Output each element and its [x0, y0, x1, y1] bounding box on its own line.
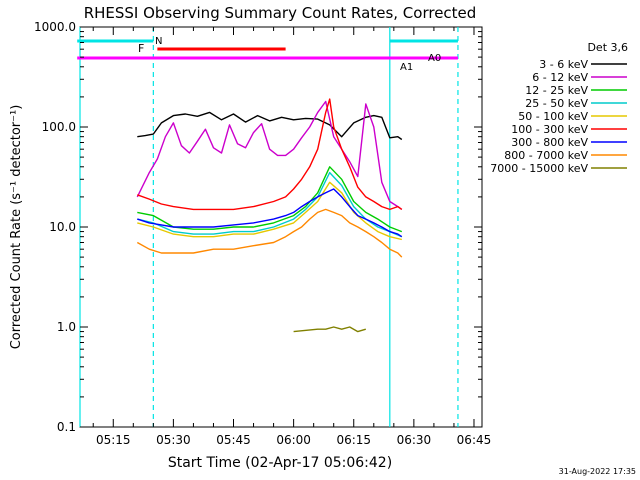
legend-label-3: 12 - 25 keV: [525, 84, 588, 97]
series-line-6: [137, 98, 403, 211]
y-tick-label: 0.1: [57, 420, 76, 434]
x-tick-label: 06:45: [457, 433, 492, 447]
legend-label-2: 6 - 12 keV: [532, 71, 588, 84]
y-axis-label: Corrected Count Rate (s⁻¹ detector⁻¹): [9, 105, 24, 350]
y-tick-label: 10.0: [49, 220, 76, 234]
series-line-8: [136, 208, 403, 258]
flare-flag-label: F: [138, 42, 144, 55]
x-tick-label: 06:30: [397, 433, 432, 447]
x-axis: 05:15 05:30 05:45 06:00 06:15 06:30 06:45: [92, 27, 492, 447]
timestamp: 31-Aug-2022 17:35: [559, 467, 636, 476]
series-line-9: [293, 326, 367, 333]
legend-label-1: 3 - 6 keV: [539, 58, 588, 71]
y-axis: 1000.0 100.0 10.0 1.0 0.1: [34, 20, 482, 434]
attenuator-a1-label: A1: [400, 62, 413, 73]
attenuator-a0-label: A0: [428, 53, 441, 64]
x-tick-label: 05:30: [156, 433, 191, 447]
legend-label-6: 100 - 300 keV: [511, 123, 588, 136]
legend-label-8: 800 - 7000 keV: [504, 149, 588, 162]
x-axis-label: Start Time (02-Apr-17 05:06:42): [168, 455, 392, 471]
night-flag-label: N: [155, 36, 162, 47]
x-tick-label: 06:15: [336, 433, 371, 447]
series-line-1: [137, 111, 403, 141]
x-tick-label: 05:15: [96, 433, 131, 447]
series-line-5: [137, 181, 402, 241]
legend-label-7: 300 - 800 keV: [511, 136, 588, 149]
series-line-2: [136, 100, 403, 210]
chart-title: RHESSI Observing Summary Count Rates, Co…: [84, 4, 477, 22]
series-line-7: [137, 188, 403, 238]
series-layer: [136, 98, 403, 333]
legend-label-5: 50 - 100 keV: [518, 110, 588, 123]
x-tick-label: 06:00: [276, 433, 311, 447]
y-tick-label: 1.0: [57, 320, 76, 334]
series-line-3: [137, 166, 403, 233]
legend-title: Det 3,6: [587, 41, 628, 54]
legend-label-9: 7000 - 15000 keV: [490, 162, 588, 175]
y-tick-label: 1000.0: [34, 20, 76, 34]
status-flags: NF A0 A1: [77, 27, 459, 427]
y-tick-label: 100.0: [42, 120, 76, 134]
legend-label-4: 25 - 50 keV: [525, 97, 588, 110]
x-tick-label: 05:45: [216, 433, 251, 447]
